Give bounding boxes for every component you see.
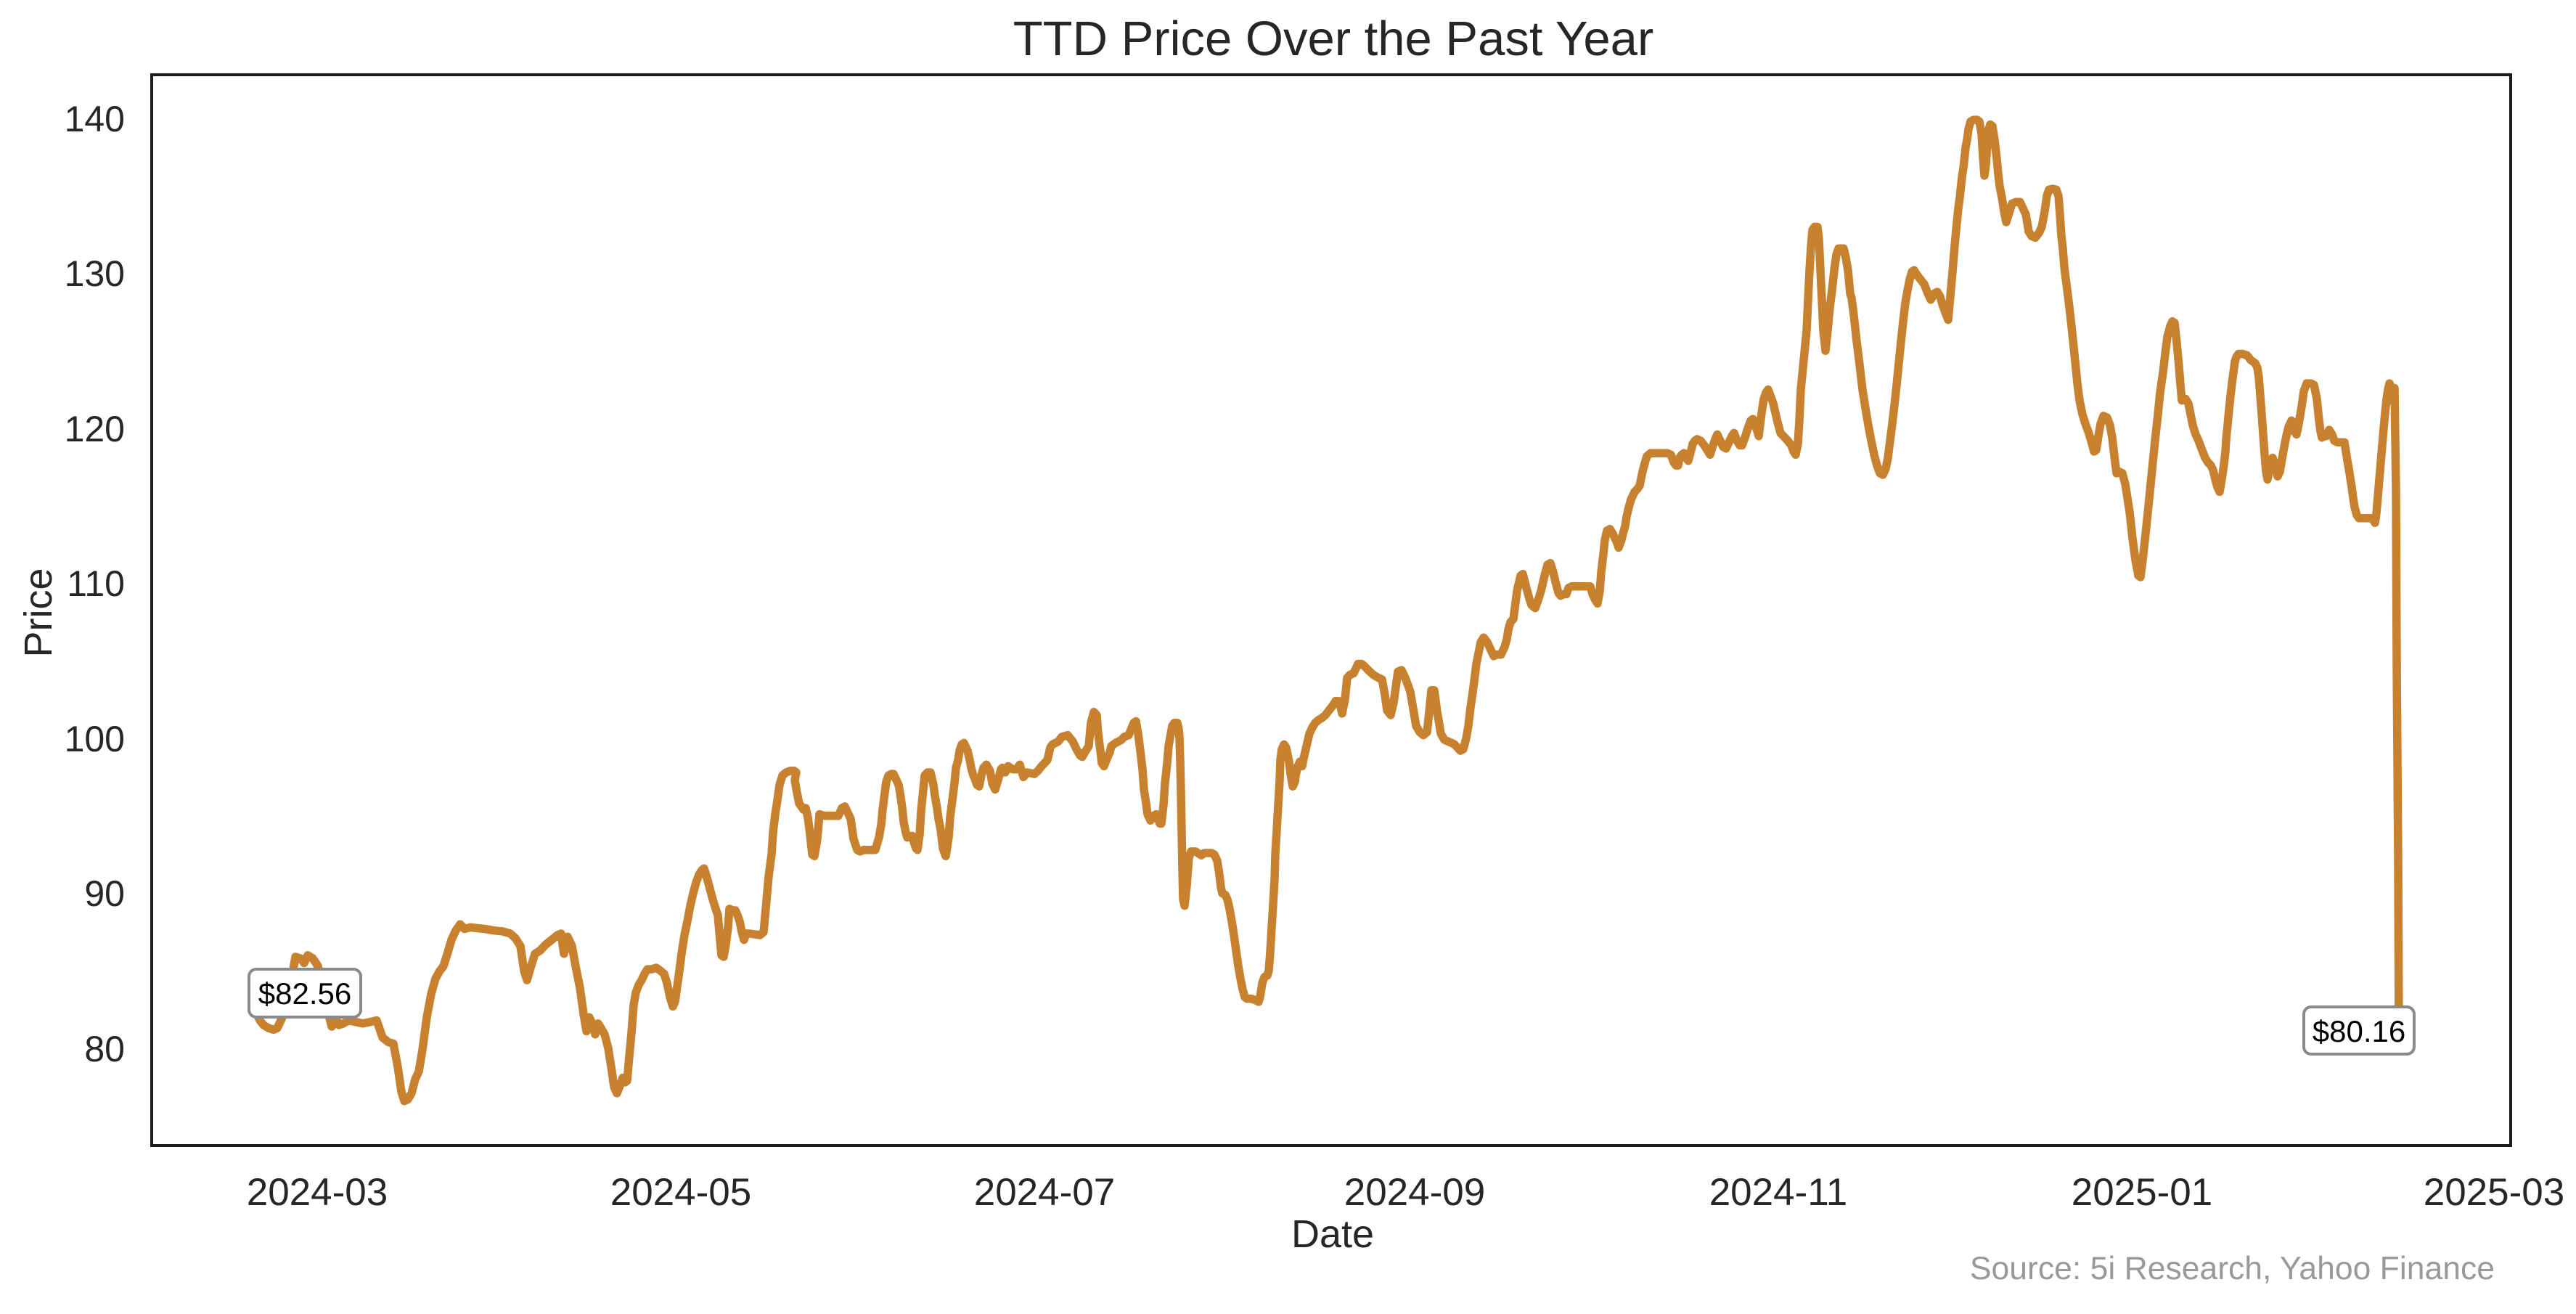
svg-text:140: 140 xyxy=(65,99,125,139)
svg-text:2024-11: 2024-11 xyxy=(1709,1171,1848,1214)
svg-text:TTD Price Over the Past Year: TTD Price Over the Past Year xyxy=(1013,12,1654,66)
svg-text:2025-01: 2025-01 xyxy=(2072,1171,2213,1214)
svg-text:120: 120 xyxy=(65,409,125,449)
svg-text:110: 110 xyxy=(67,563,125,604)
svg-text:90: 90 xyxy=(84,873,125,914)
svg-text:2024-05: 2024-05 xyxy=(610,1171,752,1214)
svg-text:2025-03: 2025-03 xyxy=(2424,1171,2565,1214)
svg-text:80: 80 xyxy=(84,1029,125,1069)
svg-text:Price: Price xyxy=(17,568,60,657)
svg-text:$80.16: $80.16 xyxy=(2313,1014,2405,1048)
svg-text:Source: 5i Research, Yahoo Fin: Source: 5i Research, Yahoo Finance xyxy=(1970,1251,2495,1286)
svg-text:Date: Date xyxy=(1291,1212,1374,1256)
svg-text:130: 130 xyxy=(65,253,125,294)
svg-text:2024-07: 2024-07 xyxy=(974,1171,1116,1214)
svg-text:2024-03: 2024-03 xyxy=(247,1171,388,1214)
svg-text:$82.56: $82.56 xyxy=(258,976,351,1011)
svg-text:100: 100 xyxy=(65,719,125,759)
svg-text:2024-09: 2024-09 xyxy=(1344,1171,1486,1214)
